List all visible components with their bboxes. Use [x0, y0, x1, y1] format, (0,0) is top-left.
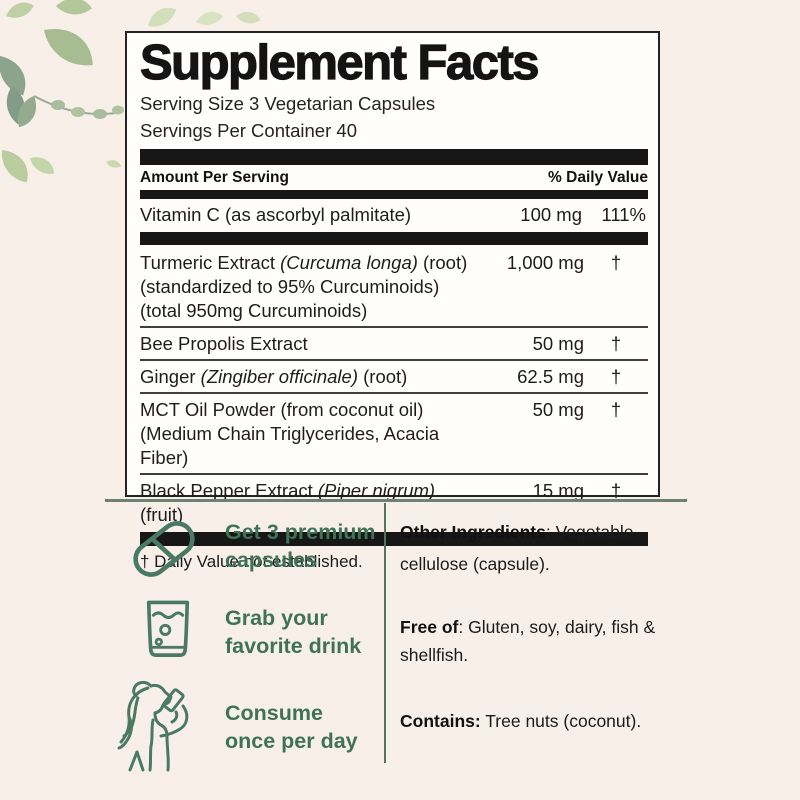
serving-size: Serving Size 3 Vegetarian Capsules: [140, 93, 436, 114]
ingredient-row-vitamin-c: Vitamin C (as ascorbyl palmitate) 100 mg…: [140, 199, 648, 230]
ingredient-daily-value: †: [610, 480, 622, 501]
ingredient-row-turmeric: Turmeric Extract (Curcuma longa) (root) …: [140, 247, 648, 326]
ingredient-detail-line: (Medium Chain Triglycerides, Acacia Fibe…: [140, 423, 440, 468]
ingredient-name: Ginger: [140, 366, 201, 387]
ingredient-amount: 50 mg: [532, 333, 584, 354]
divider-bar: [140, 232, 648, 245]
ingredient-row-ginger: Ginger (Zingiber officinale) (root) 62.5…: [140, 359, 648, 392]
panel-title: Supplement Facts: [139, 36, 540, 90]
glass-icon: [135, 596, 201, 662]
ingredient-detail-line: (total 950mg Curcuminoids): [140, 300, 368, 321]
amount-per-serving-header: Amount Per Serving: [140, 169, 289, 186]
ingredient-row-black-pepper: Black Pepper Extract (Piper nigrum) (fru…: [140, 473, 648, 530]
instruction-consume: Consume once per day: [225, 701, 358, 753]
ingredient-name: MCT Oil Powder (from coconut oil): [140, 399, 424, 420]
ingredient-daily-value: †: [610, 252, 622, 273]
ingredient-amount: 15 mg: [532, 480, 584, 501]
vertical-divider: [384, 503, 386, 763]
ingredient-daily-value: 111%: [601, 204, 646, 225]
ingredient-row-bee-propolis: Bee Propolis Extract 50 mg †: [140, 326, 648, 359]
supplement-facts-panel: Supplement Facts Serving Size 3 Vegetari…: [125, 31, 660, 571]
ingredient-daily-value: †: [610, 366, 622, 387]
contains-text: Contains: Tree nuts (coconut).: [400, 711, 642, 731]
divider-bar: [140, 532, 648, 546]
table-header: Amount Per Serving % Daily Value: [140, 165, 648, 190]
ingredient-amount: 50 mg: [532, 399, 584, 420]
ingredient-amount: 100 mg: [520, 204, 582, 225]
other-ingredients-text: Other Ingredients: Vegetable cellulose (…: [400, 522, 634, 574]
instruction-drink: Grab your favorite drink: [225, 606, 362, 658]
ingredient-daily-value: †: [610, 399, 622, 420]
servings-per-container: Servings Per Container 40: [140, 120, 357, 141]
daily-value-header: % Daily Value: [548, 169, 648, 186]
ingredient-row-mct-oil: MCT Oil Powder (from coconut oil) (Mediu…: [140, 392, 648, 473]
ingredient-detail-line: (standardized to 95% Curcuminoids): [140, 276, 440, 297]
divider-bar: [140, 190, 648, 199]
ingredient-amount: 62.5 mg: [517, 366, 584, 387]
divider-bar: [140, 149, 648, 165]
ingredient-name: Bee Propolis Extract: [140, 333, 308, 354]
ingredient-amount: 1,000 mg: [506, 252, 584, 273]
ingredient-name: Vitamin C (as ascorbyl palmitate): [140, 204, 412, 225]
horizontal-divider: [105, 499, 687, 502]
capsule-icon: [127, 512, 201, 586]
woman-drinking-icon: [108, 676, 212, 776]
instruction-capsules: Get 3 premium capsules: [225, 520, 376, 572]
free-of-text: Free of: Gluten, soy, dairy, fish & shel…: [400, 617, 656, 665]
daily-value-footnote: † Daily Value not established.: [140, 552, 363, 571]
ingredient-name: Black Pepper Extract: [140, 480, 318, 501]
ingredient-daily-value: †: [610, 333, 622, 354]
ingredient-name: Turmeric Extract: [140, 252, 281, 273]
